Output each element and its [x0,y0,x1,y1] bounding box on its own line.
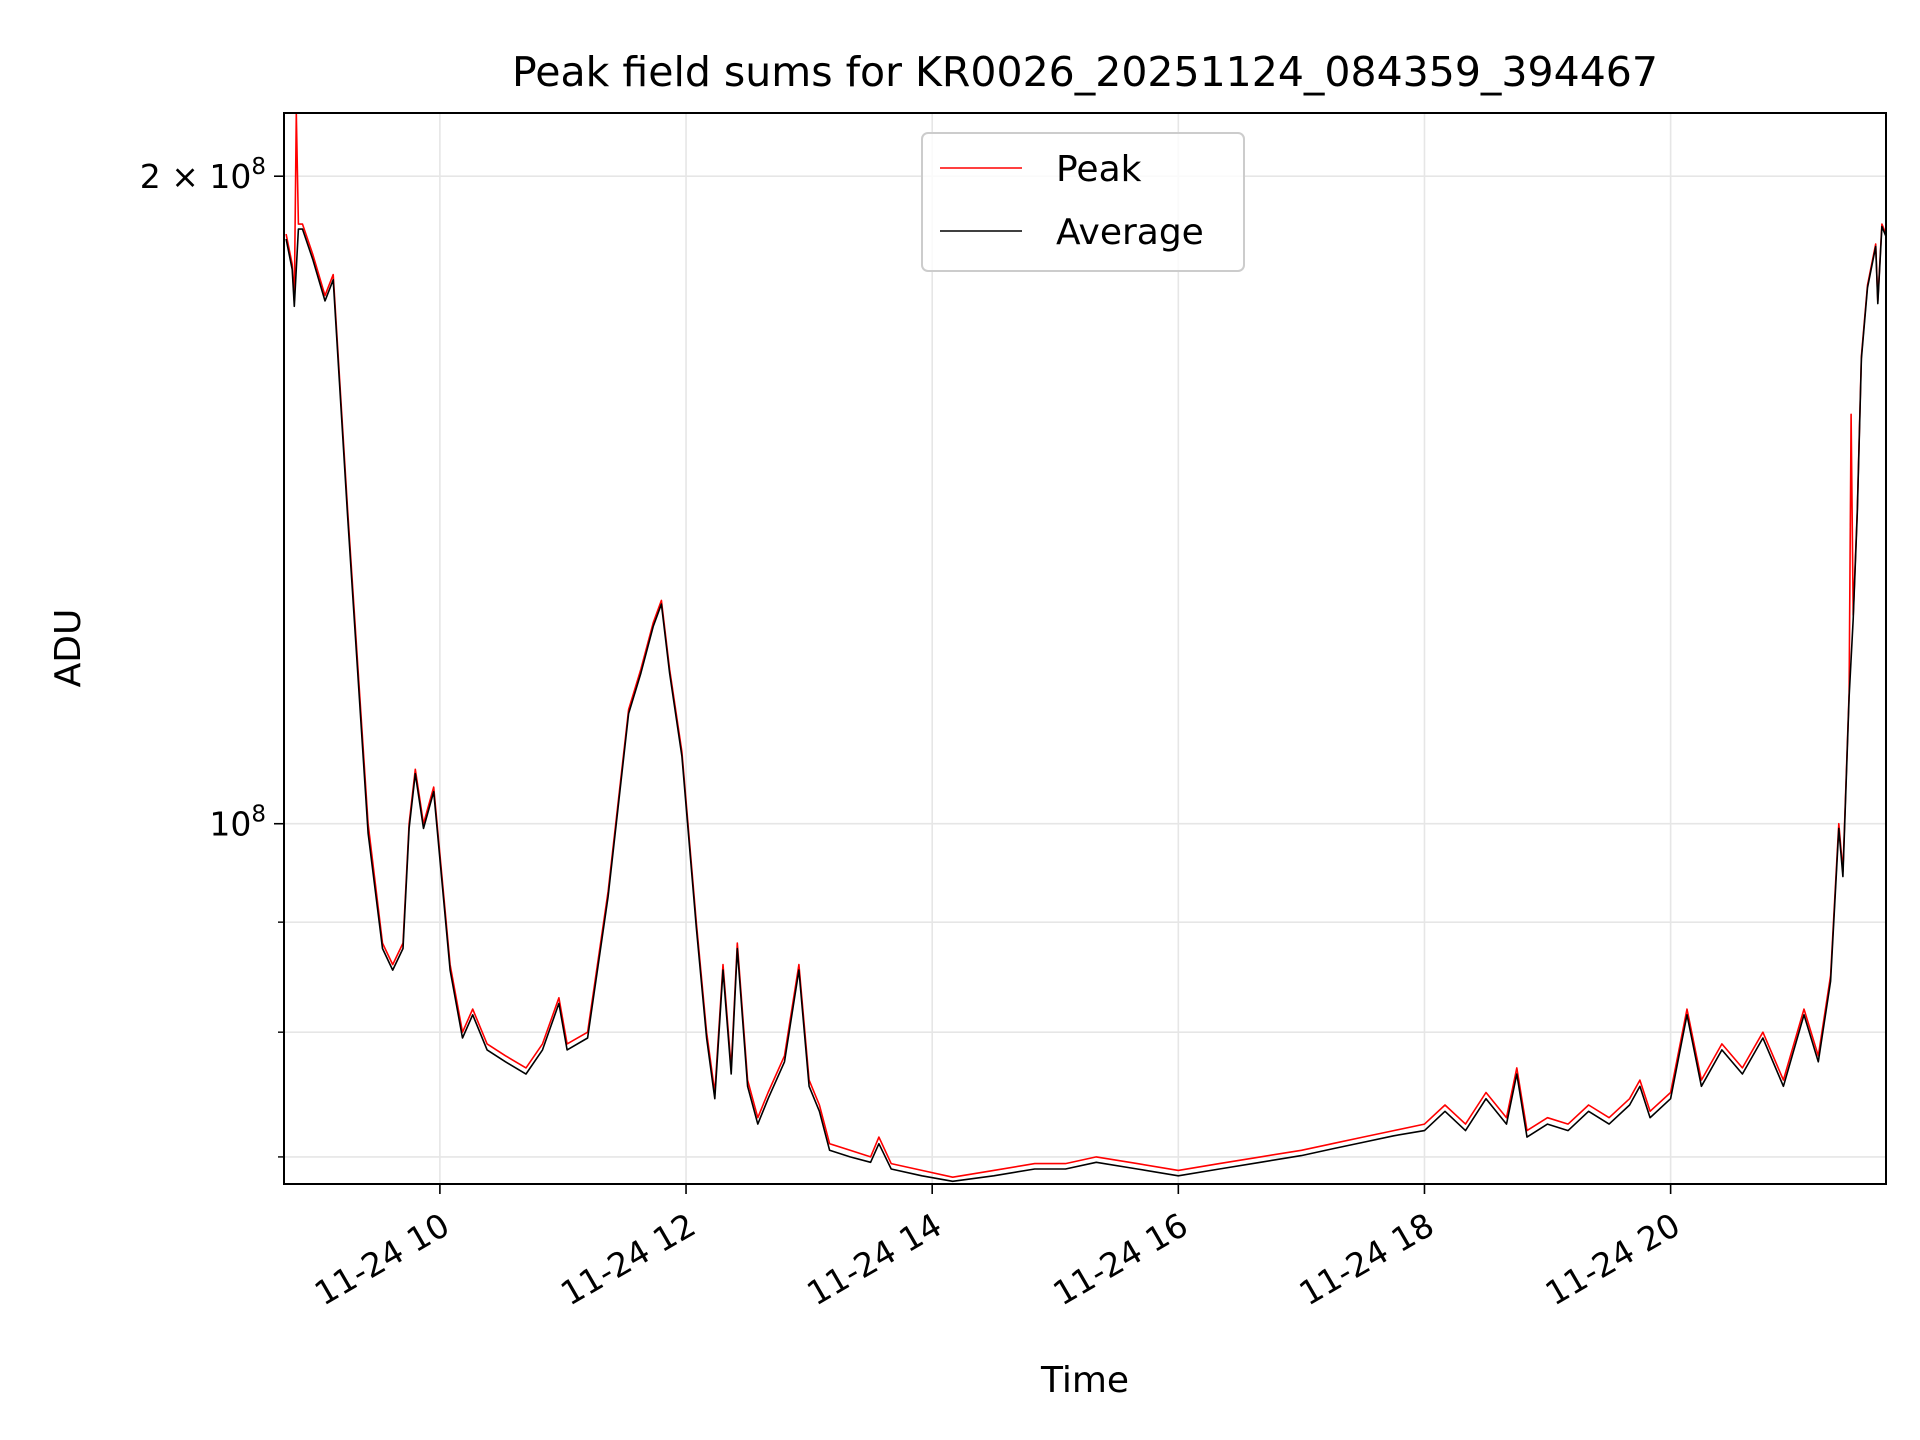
y-tick-base: 10 [209,805,251,844]
grid [284,113,1886,1184]
y-tick-label: 108 [209,802,266,844]
plot-frame [283,112,1887,1185]
legend-label-peak: Peak [1056,149,1142,190]
y-tick-base: 2 × 10 [140,157,252,196]
series-line-average [285,225,1887,1183]
chart-title: Peak field sums for KR0026_20251124_0843… [512,48,1658,96]
x-axis-label: Time [1040,1360,1129,1401]
series-layer [285,112,1887,1183]
y-tick-exponent: 8 [251,154,266,180]
y-tick-label: 2 × 108 [140,154,266,196]
legend-label-average: Average [1056,212,1204,253]
series-line-peak [285,112,1887,1178]
y-tick-exponent: 8 [251,802,266,828]
y-axis-label: ADU [48,609,89,688]
legend: Peak Average [921,132,1245,272]
